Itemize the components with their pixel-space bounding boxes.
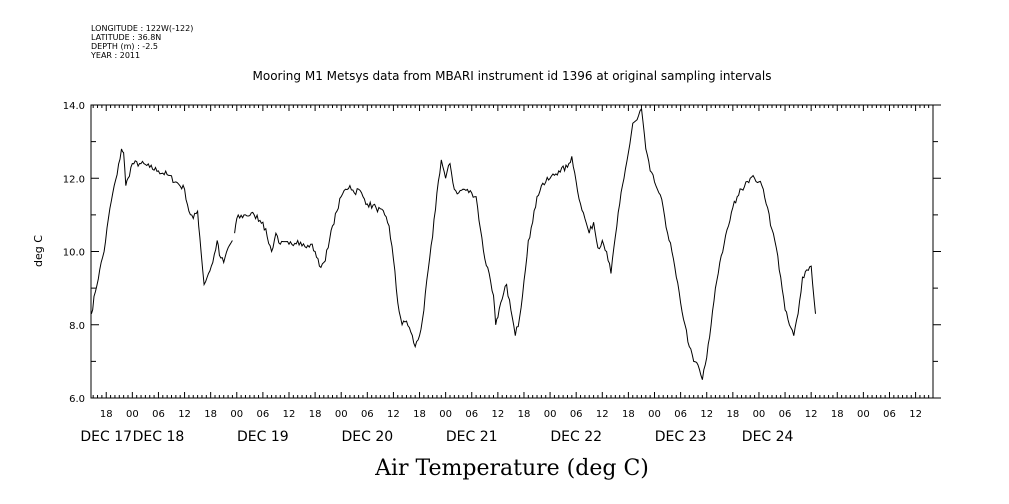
x-hour-label: 18 [413, 409, 426, 420]
x-hour-label: 06 [883, 409, 896, 420]
x-hour-label: 12 [700, 409, 713, 420]
series-line [90, 148, 233, 314]
chart-title: Mooring M1 Metsys data from MBARI instru… [253, 69, 772, 83]
x-hour-label: 00 [857, 409, 870, 420]
x-hour-label: 00 [544, 409, 557, 420]
x-hour-label: 12 [909, 409, 922, 420]
y-tick-label: 14.0 [63, 101, 85, 112]
year-label: YEAR : 2011 [90, 51, 140, 60]
x-date-label: DEC 22 [550, 429, 602, 445]
x-hour-label: 00 [753, 409, 766, 420]
series-layer [90, 107, 816, 380]
x-date-label: DEC 17 [80, 429, 132, 445]
x-axis-label: Air Temperature (deg C) [374, 456, 649, 481]
x-hour-label: 18 [622, 409, 635, 420]
x-date-label: DEC 21 [446, 429, 498, 445]
x-hour-label: 18 [204, 409, 217, 420]
x-hour-label: 18 [726, 409, 739, 420]
x-hour-label: 00 [230, 409, 243, 420]
depth-label: DEPTH (m) : -2.5 [91, 42, 158, 51]
x-date-label: DEC 23 [655, 429, 707, 445]
x-hour-label: 12 [596, 409, 609, 420]
x-hour-label: 00 [439, 409, 452, 420]
x-hour-label: 06 [674, 409, 687, 420]
x-hour-label: 06 [152, 409, 165, 420]
x-hour-label: 12 [805, 409, 818, 420]
x-hour-label: 06 [570, 409, 583, 420]
plot-frame [90, 104, 934, 399]
y-tick-label: 6.0 [69, 394, 85, 405]
x-hour-label: 06 [465, 409, 478, 420]
x-date-label: DEC 19 [237, 429, 289, 445]
x-hour-label: 18 [518, 409, 531, 420]
x-date-label: DEC 20 [341, 429, 393, 445]
x-hour-label: 00 [648, 409, 661, 420]
series-line [234, 107, 816, 380]
x-hour-label: 12 [178, 409, 191, 420]
y-tick-label: 8.0 [69, 321, 85, 332]
latitude-label: LATITUDE : 36.8N [91, 33, 161, 42]
x-hour-label: 06 [257, 409, 270, 420]
y-tick-label: 12.0 [63, 174, 85, 185]
y-axis: 6.0 8.0 10.0 12.0 14.0 [63, 101, 941, 405]
x-date-label: DEC 18 [133, 429, 185, 445]
x-hour-label: 06 [779, 409, 792, 420]
x-hour-label: 00 [126, 409, 139, 420]
x-axis: 18 00 06 12 18 00 06 12 18 00 06 12 18 00 06 12 18 00 06 12… [80, 105, 934, 445]
x-hour-label: 00 [335, 409, 348, 420]
x-hour-label: 18 [309, 409, 322, 420]
header-metadata: LONGITUDE : 122W(-122) LATITUDE : 36.8N … [90, 24, 193, 60]
x-hour-label: 18 [100, 409, 113, 420]
x-hour-label: 18 [831, 409, 844, 420]
y-tick-label: 10.0 [63, 248, 85, 259]
longitude-label: LONGITUDE : 122W(-122) [91, 24, 193, 33]
x-hour-label: 12 [387, 409, 400, 420]
x-date-label: DEC 24 [742, 429, 794, 445]
x-hour-label: 06 [361, 409, 374, 420]
x-hour-label: 12 [283, 409, 296, 420]
y-axis-label: deg C [32, 235, 45, 267]
x-hour-label: 12 [491, 409, 504, 420]
